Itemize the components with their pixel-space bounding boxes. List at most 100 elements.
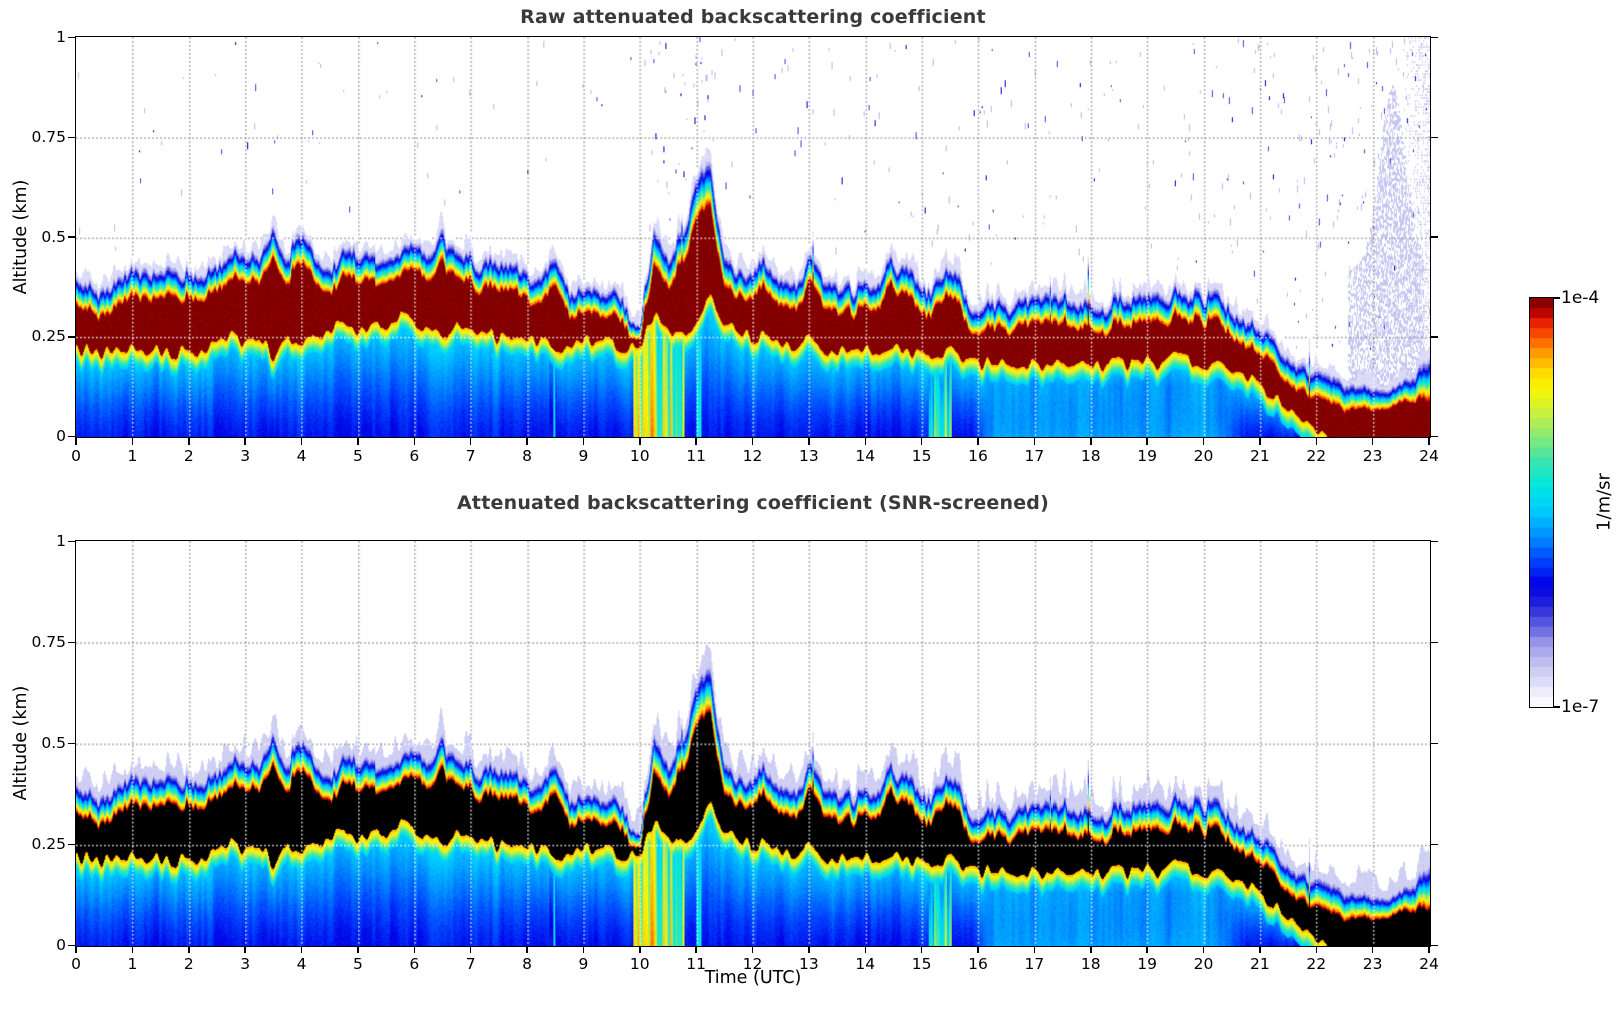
heatmap-canvas-raw — [76, 37, 1430, 437]
x-tick-label: 4 — [296, 447, 307, 465]
x-tick — [695, 437, 697, 445]
colorbar-tick-bottom — [1554, 706, 1560, 708]
x-tick — [1202, 437, 1205, 445]
x-axis-label: Time (UTC) — [704, 968, 802, 988]
x-tick — [639, 945, 641, 953]
x-tick — [75, 437, 77, 445]
y-tick-right — [1431, 742, 1438, 745]
x-tick-label: 17 — [1024, 447, 1045, 465]
x-tick-label: 8 — [522, 955, 532, 973]
x-tick-label: 6 — [409, 447, 420, 465]
x-tick — [244, 945, 246, 953]
y-tick-label: 0.5 — [41, 227, 66, 246]
colorbar — [1529, 297, 1554, 708]
x-tick — [244, 437, 246, 445]
x-tick-label: 5 — [352, 447, 363, 465]
x-tick-label: 14 — [855, 955, 876, 973]
x-tick — [357, 945, 359, 953]
y-tick-left — [68, 435, 75, 438]
x-tick-label: 2 — [183, 955, 194, 973]
x-tick-label: 11 — [686, 447, 706, 465]
x-tick — [582, 437, 585, 445]
y-tick-label: 0.25 — [31, 327, 66, 346]
colorbar-max-label: 1e-4 — [1561, 288, 1600, 308]
x-tick-label: 16 — [968, 955, 988, 973]
x-tick — [977, 945, 979, 953]
y-tick-left — [68, 236, 75, 238]
y-tick-right — [1431, 641, 1438, 644]
x-tick — [526, 437, 528, 445]
panel-screened-title: Attenuated backscattering coefficient (S… — [457, 492, 1049, 514]
x-tick-label: 17 — [1024, 955, 1045, 973]
x-tick-label: 24 — [1419, 447, 1439, 465]
x-tick — [1259, 437, 1261, 445]
x-tick — [695, 945, 697, 953]
x-tick-label: 23 — [1362, 447, 1383, 465]
colorbar-tick-top — [1554, 297, 1560, 299]
x-tick — [751, 945, 754, 953]
x-tick-label: 9 — [578, 955, 589, 973]
y-tick-left — [68, 136, 75, 139]
x-tick-label: 19 — [1137, 447, 1157, 465]
y-tick-left — [68, 843, 75, 846]
x-tick-label: 15 — [911, 447, 932, 465]
x-tick — [526, 945, 528, 953]
y-tick-right — [1431, 136, 1438, 139]
x-tick-label: 13 — [799, 447, 819, 465]
x-tick-label: 2 — [183, 447, 194, 465]
x-tick-label: 1 — [127, 955, 138, 973]
x-tick-label: 23 — [1362, 955, 1383, 973]
x-tick-label: 10 — [629, 447, 650, 465]
y-tick-label: 0.75 — [31, 127, 66, 146]
x-tick — [357, 437, 359, 445]
x-tick — [188, 437, 190, 445]
x-tick-label: 5 — [352, 955, 363, 973]
x-tick-label: 21 — [1250, 447, 1270, 465]
y-tick-label: 0.25 — [31, 835, 66, 854]
x-tick-label: 19 — [1137, 955, 1157, 973]
x-tick-label: 3 — [240, 955, 251, 973]
x-tick-label: 10 — [629, 955, 650, 973]
y-tick-right — [1431, 843, 1438, 846]
x-tick-label: 7 — [465, 447, 476, 465]
y-tick-left — [68, 540, 75, 543]
x-tick — [864, 437, 866, 445]
x-tick-label: 9 — [578, 447, 589, 465]
axes-screened — [75, 540, 1431, 947]
x-tick-label: 22 — [1306, 955, 1327, 973]
x-tick — [1146, 945, 1148, 953]
x-tick — [1033, 945, 1036, 953]
x-tick-label: 12 — [742, 955, 763, 973]
x-tick-label: 3 — [240, 447, 251, 465]
x-tick — [1315, 945, 1317, 953]
x-tick-label: 12 — [742, 447, 763, 465]
x-tick-label: 4 — [296, 955, 307, 973]
x-tick — [1428, 437, 1430, 445]
x-tick — [808, 945, 810, 953]
x-tick — [413, 945, 415, 953]
y-tick-right — [1431, 435, 1438, 438]
x-tick-label: 16 — [968, 447, 988, 465]
x-tick — [131, 437, 134, 445]
x-tick — [920, 945, 923, 953]
x-tick-label: 0 — [71, 955, 81, 973]
x-tick-label: 20 — [1193, 447, 1214, 465]
y-tick-left — [68, 641, 75, 644]
y-tick-label: 1 — [56, 532, 66, 551]
x-tick — [1371, 437, 1374, 445]
x-tick-label: 21 — [1250, 955, 1270, 973]
x-tick-label: 24 — [1419, 955, 1439, 973]
x-tick-label: 22 — [1306, 447, 1327, 465]
x-tick — [751, 437, 754, 445]
heatmap-canvas-screened — [76, 541, 1430, 946]
x-tick — [1371, 945, 1374, 953]
y-tick-left — [68, 944, 75, 947]
x-tick-label: 18 — [1080, 447, 1101, 465]
x-tick-label: 20 — [1193, 955, 1214, 973]
y-tick-left — [68, 336, 75, 338]
x-tick — [1428, 945, 1430, 953]
x-tick — [469, 945, 472, 953]
y-tick-left — [68, 36, 75, 39]
x-tick — [864, 945, 866, 953]
